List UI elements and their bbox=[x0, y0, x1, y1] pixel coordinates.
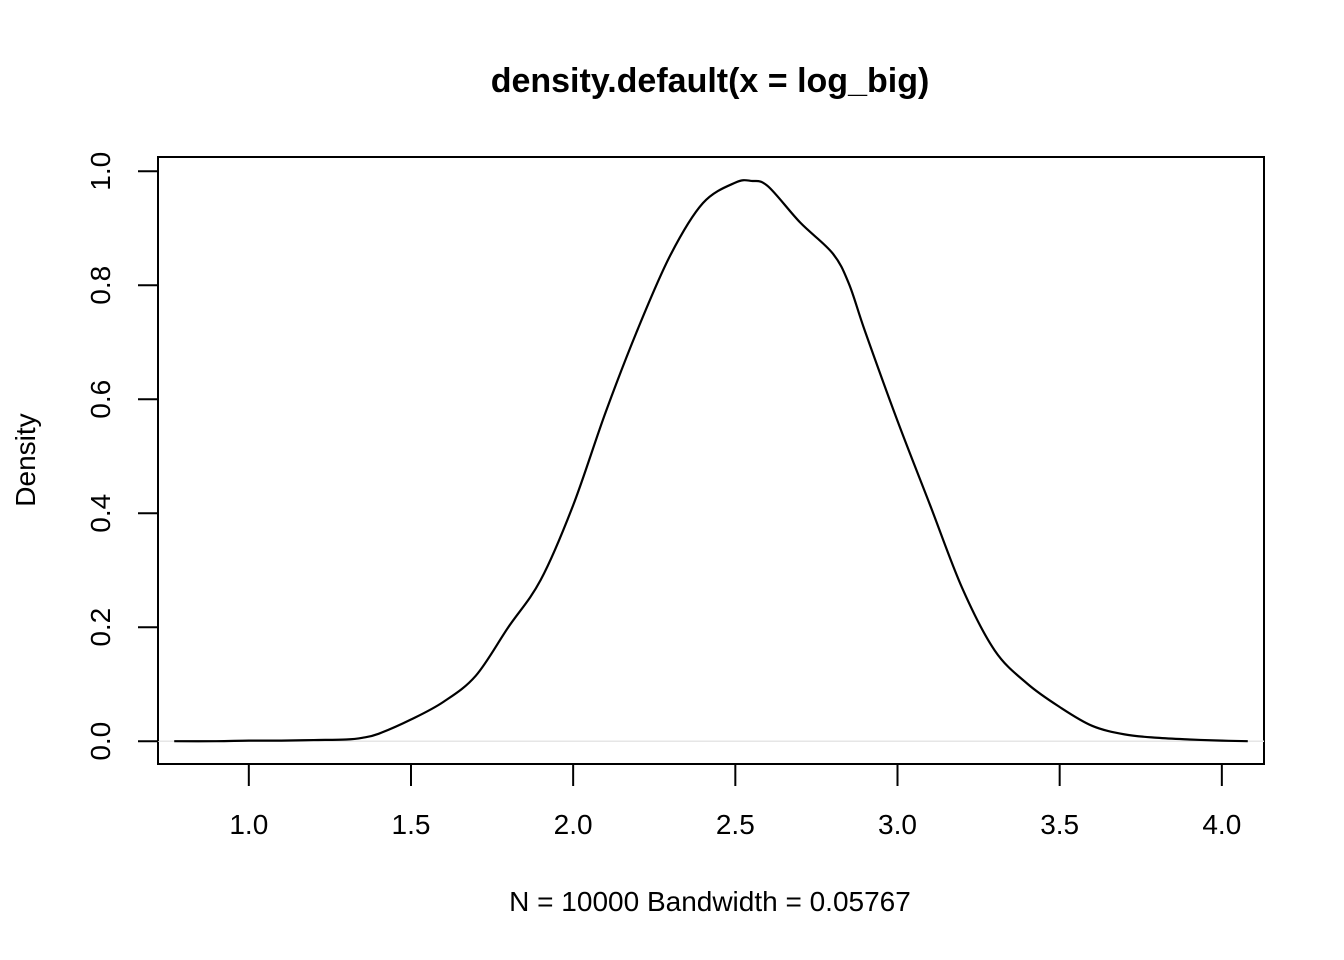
y-tick-label: 0.0 bbox=[85, 722, 116, 761]
x-axis-label: N = 10000 Bandwidth = 0.05767 bbox=[509, 886, 911, 917]
x-tick-label: 2.0 bbox=[554, 809, 593, 840]
x-tick-label: 4.0 bbox=[1202, 809, 1241, 840]
y-tick-label: 0.8 bbox=[85, 266, 116, 305]
y-axis: 0.0 0.2 0.4 0.6 0.8 1.0 bbox=[85, 152, 159, 761]
y-tick-label: 1.0 bbox=[85, 152, 116, 191]
x-tick-label: 1.5 bbox=[392, 809, 431, 840]
plot-frame bbox=[157, 156, 1265, 765]
y-axis-label: Density bbox=[10, 413, 41, 506]
x-tick-label: 1.0 bbox=[229, 809, 268, 840]
x-axis: 1.0 1.5 2.0 2.5 3.0 3.5 4.0 bbox=[229, 763, 1241, 840]
y-tick-label: 0.6 bbox=[85, 380, 116, 419]
chart-title: density.default(x = log_big) bbox=[491, 62, 930, 100]
density-curve bbox=[174, 179, 1248, 743]
x-tick-label: 2.5 bbox=[716, 809, 755, 840]
x-tick-label: 3.0 bbox=[878, 809, 917, 840]
x-tick-label: 3.5 bbox=[1040, 809, 1079, 840]
y-tick-label: 0.4 bbox=[85, 494, 116, 533]
y-tick-label: 0.2 bbox=[85, 608, 116, 647]
